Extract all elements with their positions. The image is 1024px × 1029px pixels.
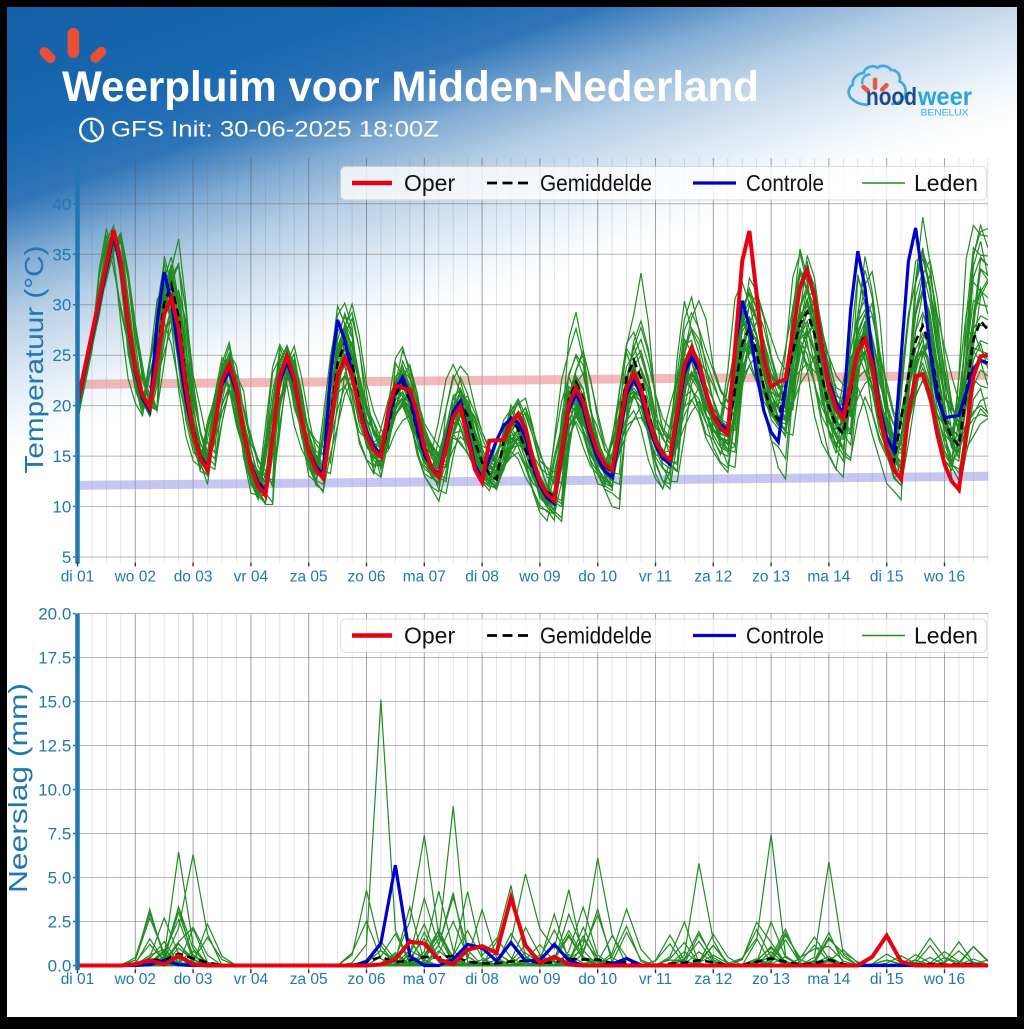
svg-text:weer: weer: [917, 83, 972, 111]
svg-text:5: 5: [62, 548, 71, 567]
svg-text:di 01: di 01: [61, 569, 95, 586]
svg-text:wo 16: wo 16: [923, 971, 965, 988]
svg-text:Temperatuur (°C): Temperatuur (°C): [19, 246, 49, 474]
svg-text:GFS Init: 30-06-2025 18:00Z: GFS Init: 30-06-2025 18:00Z: [111, 117, 439, 142]
svg-text:wo 09: wo 09: [518, 569, 560, 586]
svg-text:10.0: 10.0: [38, 781, 71, 800]
svg-text:wo 09: wo 09: [518, 971, 560, 988]
svg-text:15.0: 15.0: [38, 693, 71, 712]
svg-text:do 10: do 10: [578, 971, 617, 988]
svg-text:wo 16: wo 16: [923, 569, 965, 586]
svg-text:40: 40: [52, 195, 71, 214]
svg-text:Leden: Leden: [914, 170, 978, 196]
svg-text:vr 04: vr 04: [234, 971, 269, 988]
svg-text:BENELUX: BENELUX: [921, 108, 970, 119]
svg-text:Oper: Oper: [404, 623, 455, 649]
svg-text:Gemiddelde: Gemiddelde: [540, 170, 652, 196]
svg-text:ma 07: ma 07: [403, 569, 446, 586]
svg-text:Controle: Controle: [746, 623, 824, 649]
svg-text:0.0: 0.0: [48, 957, 72, 976]
svg-text:25: 25: [52, 346, 71, 365]
svg-text:Weerpluim voor Midden-Nederlan: Weerpluim voor Midden-Nederland: [62, 63, 759, 111]
svg-text:vr 11: vr 11: [639, 569, 672, 586]
svg-text:ma 07: ma 07: [403, 971, 446, 988]
svg-text:12.5: 12.5: [38, 737, 71, 756]
svg-text:Leden: Leden: [914, 623, 978, 649]
svg-text:17.5: 17.5: [38, 649, 71, 668]
svg-text:zo 13: zo 13: [752, 971, 790, 988]
svg-text:ma 14: ma 14: [807, 971, 850, 988]
svg-text:wo 02: wo 02: [114, 569, 156, 586]
svg-text:15: 15: [52, 447, 71, 466]
svg-text:20.0: 20.0: [38, 605, 71, 624]
svg-text:di 01: di 01: [61, 971, 95, 988]
svg-text:do 03: do 03: [174, 971, 213, 988]
svg-text:wo 02: wo 02: [114, 971, 156, 988]
svg-text:zo 06: zo 06: [348, 569, 386, 586]
svg-text:do 03: do 03: [174, 569, 213, 586]
svg-text:10: 10: [52, 498, 71, 517]
svg-text:7.5: 7.5: [48, 825, 72, 844]
svg-text:vr 11: vr 11: [639, 971, 672, 988]
svg-text:za 05: za 05: [290, 569, 328, 586]
svg-text:Controle: Controle: [746, 170, 824, 196]
svg-text:Neerslag (mm): Neerslag (mm): [3, 683, 33, 893]
svg-text:di 08: di 08: [465, 971, 499, 988]
svg-text:za 12: za 12: [694, 569, 732, 586]
svg-text:Oper: Oper: [404, 170, 455, 196]
svg-text:35: 35: [52, 245, 71, 264]
svg-text:di 15: di 15: [870, 569, 904, 586]
svg-text:zo 06: zo 06: [348, 971, 386, 988]
svg-text:vr 04: vr 04: [234, 569, 269, 586]
svg-text:za 05: za 05: [290, 971, 328, 988]
svg-text:ma 14: ma 14: [807, 569, 850, 586]
svg-text:nood: nood: [866, 83, 917, 111]
svg-text:di 08: di 08: [465, 569, 499, 586]
svg-text:20: 20: [52, 397, 71, 416]
svg-text:Gemiddelde: Gemiddelde: [540, 623, 652, 649]
svg-text:do 10: do 10: [578, 569, 617, 586]
svg-text:za 12: za 12: [694, 971, 732, 988]
svg-text:2.5: 2.5: [48, 913, 72, 932]
svg-text:30: 30: [52, 296, 71, 315]
svg-text:di 15: di 15: [870, 971, 904, 988]
svg-text:5.0: 5.0: [48, 869, 72, 888]
svg-text:zo 13: zo 13: [752, 569, 790, 586]
